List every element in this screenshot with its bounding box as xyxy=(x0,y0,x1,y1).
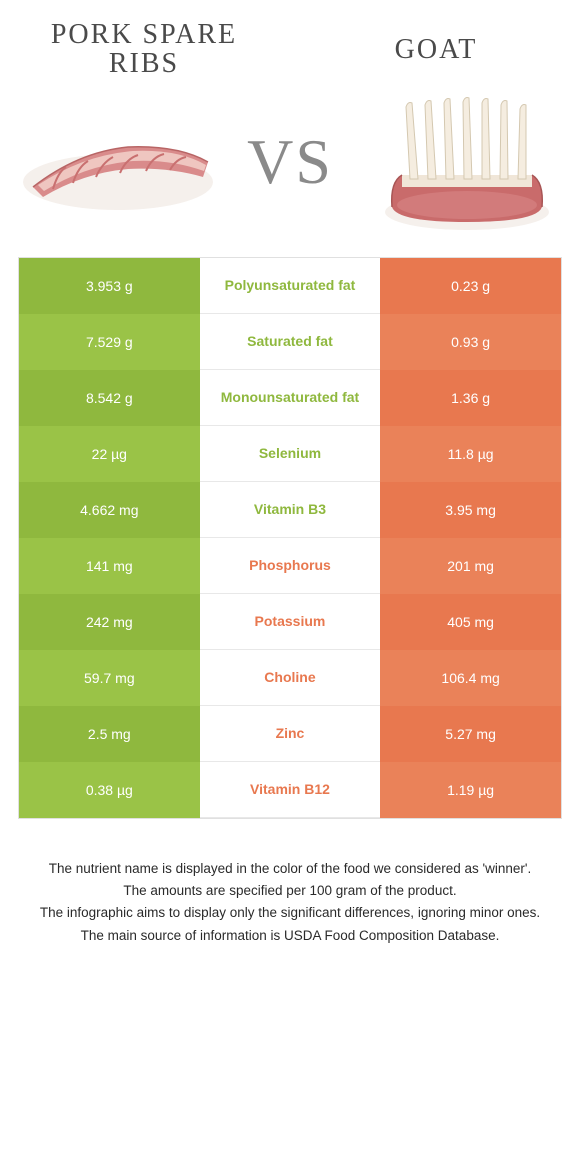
left-value-cell: 22 µg xyxy=(19,426,200,482)
images-row: VS xyxy=(18,87,562,237)
left-value-cell: 141 mg xyxy=(19,538,200,594)
goat-meat-image xyxy=(362,87,562,237)
vs-label: VS xyxy=(247,125,333,199)
right-value-cell: 201 mg xyxy=(380,538,561,594)
left-value-cell: 7.529 g xyxy=(19,314,200,370)
nutrient-name-cell: Polyunsaturated fat xyxy=(200,258,381,314)
footnote-line: The nutrient name is displayed in the co… xyxy=(38,859,542,879)
right-value-cell: 1.19 µg xyxy=(380,762,561,818)
nutrient-name-cell: Selenium xyxy=(200,426,381,482)
table-row: 59.7 mgCholine106.4 mg xyxy=(19,650,561,706)
nutrient-name-cell: Choline xyxy=(200,650,381,706)
table-row: 141 mgPhosphorus201 mg xyxy=(19,538,561,594)
footnotes: The nutrient name is displayed in the co… xyxy=(18,859,562,946)
right-value-cell: 11.8 µg xyxy=(380,426,561,482)
pork-ribs-image xyxy=(18,87,218,237)
nutrient-name-cell: Vitamin B3 xyxy=(200,482,381,538)
nutrient-name-cell: Phosphorus xyxy=(200,538,381,594)
left-value-cell: 59.7 mg xyxy=(19,650,200,706)
footnote-line: The infographic aims to display only the… xyxy=(38,903,542,923)
table-row: 3.953 gPolyunsaturated fat0.23 g xyxy=(19,258,561,314)
left-value-cell: 242 mg xyxy=(19,594,200,650)
comparison-header: PORK SPARE RIBS GOAT xyxy=(18,20,562,79)
right-value-cell: 0.23 g xyxy=(380,258,561,314)
table-row: 22 µgSelenium11.8 µg xyxy=(19,426,561,482)
right-food-title: GOAT xyxy=(310,35,562,64)
footnote-line: The amounts are specified per 100 gram o… xyxy=(38,881,542,901)
nutrient-name-cell: Potassium xyxy=(200,594,381,650)
right-value-cell: 405 mg xyxy=(380,594,561,650)
right-value-cell: 1.36 g xyxy=(380,370,561,426)
table-row: 8.542 gMonounsaturated fat1.36 g xyxy=(19,370,561,426)
footnote-line: The main source of information is USDA F… xyxy=(38,926,542,946)
right-value-cell: 5.27 mg xyxy=(380,706,561,762)
table-row: 2.5 mgZinc5.27 mg xyxy=(19,706,561,762)
table-row: 7.529 gSaturated fat0.93 g xyxy=(19,314,561,370)
left-value-cell: 8.542 g xyxy=(19,370,200,426)
table-row: 0.38 µgVitamin B121.19 µg xyxy=(19,762,561,818)
nutrient-name-cell: Vitamin B12 xyxy=(200,762,381,818)
nutrient-name-cell: Monounsaturated fat xyxy=(200,370,381,426)
left-value-cell: 3.953 g xyxy=(19,258,200,314)
table-row: 242 mgPotassium405 mg xyxy=(19,594,561,650)
left-food-title: PORK SPARE RIBS xyxy=(18,20,270,79)
right-value-cell: 106.4 mg xyxy=(380,650,561,706)
right-value-cell: 0.93 g xyxy=(380,314,561,370)
right-value-cell: 3.95 mg xyxy=(380,482,561,538)
nutrient-name-cell: Saturated fat xyxy=(200,314,381,370)
left-value-cell: 0.38 µg xyxy=(19,762,200,818)
table-row: 4.662 mgVitamin B33.95 mg xyxy=(19,482,561,538)
left-value-cell: 4.662 mg xyxy=(19,482,200,538)
left-value-cell: 2.5 mg xyxy=(19,706,200,762)
nutrient-name-cell: Zinc xyxy=(200,706,381,762)
nutrient-comparison-table: 3.953 gPolyunsaturated fat0.23 g7.529 gS… xyxy=(18,257,562,819)
